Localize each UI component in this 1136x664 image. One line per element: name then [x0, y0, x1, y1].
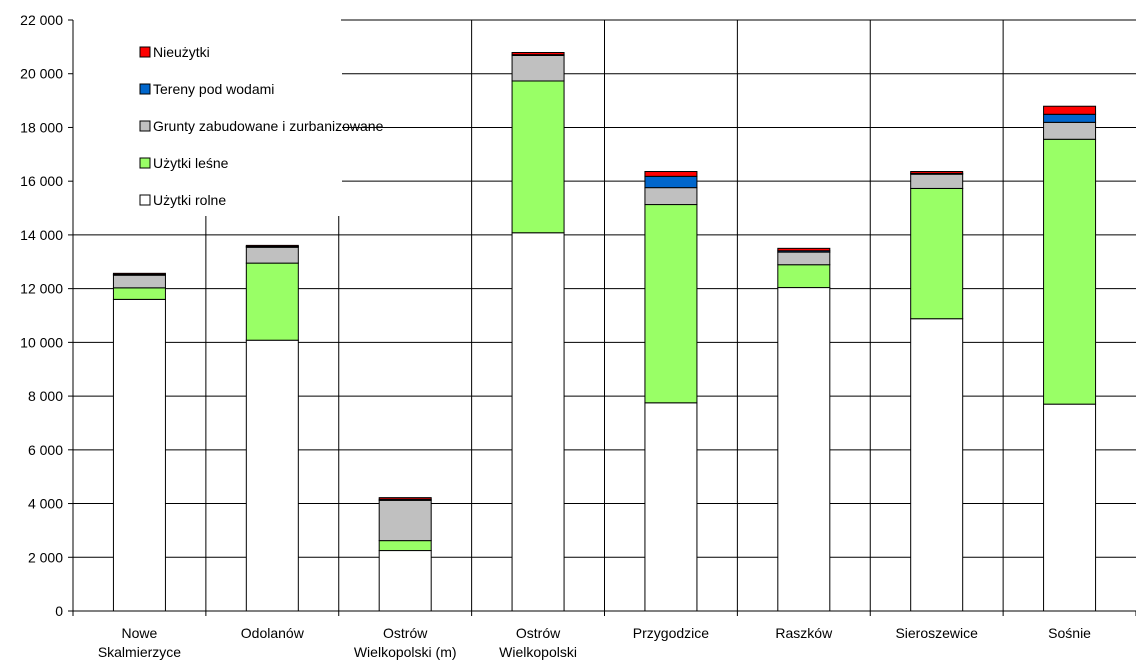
bar-segment	[777, 287, 831, 612]
x-tick-label: Ostrów	[516, 625, 561, 641]
x-tick-label: Skalmierzyce	[98, 644, 181, 660]
bar-segment	[1043, 113, 1097, 123]
bar-segment	[1043, 403, 1097, 612]
x-tick-label: Raszków	[775, 625, 833, 641]
y-tick-label: 18 000	[20, 119, 63, 135]
bar-segment	[910, 318, 964, 612]
bar-segment	[112, 274, 166, 289]
bar-segment	[245, 262, 299, 341]
y-tick-label: 20 000	[20, 66, 63, 82]
y-tick-label: 22 000	[20, 12, 63, 28]
legend-label: Użytki leśne	[153, 155, 229, 171]
legend-label: Tereny pod wodami	[153, 81, 274, 97]
bar-segment	[378, 550, 432, 612]
bar-segment	[1043, 105, 1097, 115]
y-tick-label: 0	[55, 603, 63, 619]
x-tick-label: Sośnie	[1048, 625, 1091, 641]
legend-swatch	[139, 83, 151, 95]
bar-segment	[511, 54, 565, 82]
x-tick-label: Sieroszewice	[895, 625, 978, 641]
bar-segment	[378, 540, 432, 552]
legend-swatch	[139, 46, 151, 58]
legend-swatch	[139, 157, 151, 169]
legend-label: Grunty zabudowane i zurbanizowane	[153, 118, 384, 134]
legend: Nieużytki Tereny pod wodami Grunty zabudow…	[74, 21, 384, 216]
bar-segment	[1043, 138, 1097, 405]
bar-segment	[644, 402, 698, 612]
bar-segment	[910, 187, 964, 320]
bar-segment	[245, 246, 299, 264]
bar-segment	[378, 497, 432, 500]
x-axis-ticks: Nowe Skalmierzyce Odolanów Ostrów Wielkopols…	[72, 611, 1136, 660]
bar-segment	[777, 247, 831, 252]
bar-segment	[511, 52, 565, 56]
x-tick-label: Wielkopolski	[499, 644, 577, 660]
bar-segment	[1043, 121, 1097, 140]
y-tick-label: 14 000	[20, 227, 63, 243]
legend-swatch	[139, 194, 151, 206]
y-tick-label: 16 000	[20, 173, 63, 189]
y-tick-label: 10 000	[20, 334, 63, 350]
bar-segment	[644, 175, 698, 189]
legend-swatch	[139, 120, 151, 132]
x-tick-label: Wielkopolski (m)	[354, 644, 457, 660]
bar-segment	[644, 187, 698, 206]
bar-segment	[644, 204, 698, 404]
bar-segment	[511, 232, 565, 612]
bar-segment	[910, 173, 964, 189]
y-axis-ticks: 0 2 000 4 000 6 000 8 000 10 000 12 000 14 000 1…	[20, 12, 73, 619]
bar-segment	[777, 264, 831, 289]
bar-segment	[112, 287, 166, 300]
y-tick-label: 8 000	[28, 388, 63, 404]
bar-segment	[511, 80, 565, 234]
y-tick-label: 6 000	[28, 442, 63, 458]
bar-segment	[910, 171, 964, 174]
x-tick-label: Odolanów	[241, 625, 305, 641]
bar-segment	[112, 298, 166, 612]
legend-label: Użytki rolne	[153, 192, 226, 208]
x-tick-label: Przygodzice	[633, 625, 709, 641]
bar-segment	[644, 171, 698, 177]
legend-label: Nieużytki	[153, 44, 210, 60]
x-tick-label: Ostrów	[383, 625, 428, 641]
x-tick-label: Nowe	[122, 625, 158, 641]
y-tick-label: 4 000	[28, 496, 63, 512]
bar-segment	[777, 251, 831, 266]
bar-segment	[245, 244, 299, 247]
y-tick-label: 2 000	[28, 549, 63, 565]
bar-segment	[378, 499, 432, 542]
legend-background	[74, 21, 342, 216]
y-tick-label: 12 000	[20, 281, 63, 297]
bar-segment	[245, 339, 299, 612]
bar-segment	[112, 272, 166, 275]
